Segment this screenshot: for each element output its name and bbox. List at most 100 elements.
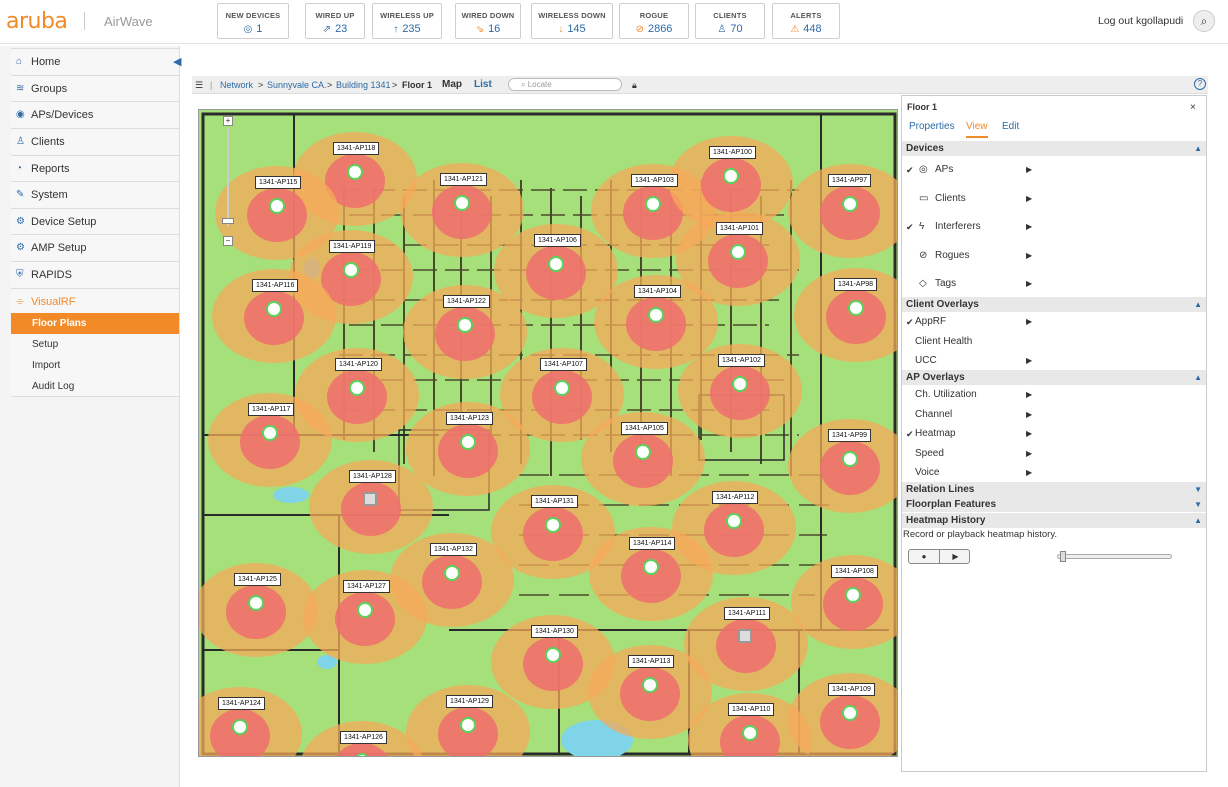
sidebar-item-device-setup[interactable]: ⚙ Device Setup: [11, 208, 179, 234]
access-point-icon[interactable]: [845, 587, 861, 603]
ap-label[interactable]: 1341-AP123: [446, 412, 493, 425]
zoom-out-button[interactable]: −: [223, 236, 233, 246]
devices-row-tags[interactable]: ◇ Tags ▶: [902, 273, 1206, 295]
tab-edit[interactable]: Edit: [1002, 121, 1020, 132]
stat-rogue[interactable]: ROGUE ⊘ 2866: [619, 3, 689, 39]
ap-label[interactable]: 1341-AP128: [349, 470, 396, 483]
ap-label[interactable]: 1341-AP105: [621, 422, 668, 435]
access-point-icon[interactable]: [548, 256, 564, 272]
sidebar-subitem-floor-plans[interactable]: Floor Plans: [11, 313, 179, 334]
access-point-icon[interactable]: [343, 262, 359, 278]
stat-alerts[interactable]: ALERTS ⚠ 448: [772, 3, 840, 39]
access-point-icon[interactable]: [444, 565, 460, 581]
sidebar-subitem-import[interactable]: Import: [11, 355, 179, 376]
ap-label[interactable]: 1341-AP111: [724, 607, 770, 620]
sidebar-item-groups[interactable]: ≋ Groups: [11, 75, 179, 101]
access-point-icon[interactable]: [266, 301, 282, 317]
access-point-icon[interactable]: [730, 244, 746, 260]
access-point-icon[interactable]: [457, 317, 473, 333]
access-point-icon[interactable]: [357, 602, 373, 618]
chevron-up-icon[interactable]: ▲: [1194, 300, 1202, 309]
ap-overlay-row[interactable]: Voice ▶: [902, 462, 1206, 484]
access-point-icon[interactable]: [554, 380, 570, 396]
ap-label[interactable]: 1341-AP109: [828, 683, 875, 696]
access-point-icon[interactable]: [545, 647, 561, 663]
ap-label[interactable]: 1341-AP132: [430, 543, 477, 556]
ap-label[interactable]: 1341-AP116: [252, 279, 299, 292]
stat-clients[interactable]: CLIENTS ♙ 70: [695, 3, 765, 39]
sidebar-item-amp-setup[interactable]: ⚙ AMP Setup: [11, 234, 179, 260]
ap-overlay-row[interactable]: Channel ▶: [902, 404, 1206, 426]
submenu-arrow-icon[interactable]: ▶: [1026, 279, 1033, 288]
sidebar-item-clients[interactable]: ♙ Clients: [11, 128, 179, 154]
aruba-logo[interactable]: aruba: [6, 9, 68, 34]
ap-overlay-row[interactable]: Ch. Utilization ▶: [902, 384, 1206, 406]
access-point-icon[interactable]: [848, 300, 864, 316]
history-slider[interactable]: [1057, 551, 1172, 562]
ap-label[interactable]: 1341-AP125: [234, 573, 281, 586]
ap-label[interactable]: 1341-AP126: [340, 731, 387, 744]
access-point-icon[interactable]: [363, 492, 377, 506]
access-point-icon[interactable]: [635, 444, 651, 460]
tab-properties[interactable]: Properties: [909, 121, 955, 132]
play-button[interactable]: ▶: [952, 552, 959, 561]
chevron-up-icon[interactable]: ▲: [1194, 144, 1202, 153]
submenu-arrow-icon[interactable]: ▶: [1026, 222, 1033, 231]
stat-wireless-down[interactable]: WIRELESS DOWN ↓ 145: [531, 3, 613, 39]
stat-wireless-up[interactable]: WIRELESS UP ↑ 235: [372, 3, 442, 39]
collapse-icon[interactable]: ◀: [173, 56, 182, 68]
ap-label[interactable]: 1341-AP97: [828, 174, 872, 187]
access-point-icon[interactable]: [347, 164, 363, 180]
ap-label[interactable]: 1341-AP120: [335, 358, 382, 371]
breadcrumb-site[interactable]: Sunnyvale CA.: [267, 80, 327, 90]
access-point-icon[interactable]: [732, 376, 748, 392]
access-point-icon[interactable]: [545, 517, 561, 533]
client-overlays-header[interactable]: Client Overlays ▲: [902, 297, 1206, 312]
ap-label[interactable]: 1341-AP104: [634, 285, 681, 298]
submenu-arrow-icon[interactable]: ▶: [1026, 468, 1033, 477]
list-tab[interactable]: List: [474, 79, 492, 90]
access-point-icon[interactable]: [454, 195, 470, 211]
layers-icon[interactable]: ☰: [195, 80, 204, 90]
ap-label[interactable]: 1341-AP98: [834, 278, 878, 291]
ap-label[interactable]: 1341-AP119: [329, 240, 376, 253]
chevron-down-icon[interactable]: ▼: [1194, 500, 1202, 509]
access-point-icon[interactable]: [842, 196, 858, 212]
heatmap-history-header[interactable]: Heatmap History ▲: [902, 513, 1206, 528]
ap-label[interactable]: 1341-AP106: [534, 234, 581, 247]
submenu-arrow-icon[interactable]: ▶: [1026, 429, 1033, 438]
access-point-icon[interactable]: [262, 425, 278, 441]
access-point-icon[interactable]: [648, 307, 664, 323]
sidebar-item-rapids[interactable]: ⛨ RAPIDS: [11, 261, 179, 287]
ap-label[interactable]: 1341-AP121: [440, 173, 487, 186]
record-button[interactable]: ●: [909, 550, 940, 563]
floorplan-features-header[interactable]: Floorplan Features ▼: [902, 497, 1206, 512]
ap-overlay-row[interactable]: ✔ Heatmap ▶: [902, 423, 1206, 445]
sidebar-item-home[interactable]: ⌂ Home ◀: [11, 48, 182, 74]
client-overlay-row[interactable]: ✔ AppRF ▶: [902, 311, 1206, 333]
sidebar-subitem-setup[interactable]: Setup: [11, 334, 179, 355]
submenu-arrow-icon[interactable]: ▶: [1026, 409, 1033, 419]
access-point-icon[interactable]: [645, 196, 661, 212]
devices-header[interactable]: Devices ▲: [902, 141, 1206, 156]
zoom-in-button[interactable]: +: [223, 116, 233, 126]
ap-label[interactable]: 1341-AP117: [248, 403, 295, 416]
access-point-icon[interactable]: [723, 168, 739, 184]
ap-label[interactable]: 1341-AP102: [718, 354, 765, 367]
sidebar-item-visualrf[interactable]: ⌯ VisualRF: [11, 288, 179, 314]
submenu-arrow-icon[interactable]: ▶: [1026, 390, 1033, 399]
ap-label[interactable]: 1341-AP101: [716, 222, 763, 235]
submenu-arrow-icon[interactable]: ▶: [1026, 250, 1033, 260]
submenu-arrow-icon[interactable]: ▶: [1026, 317, 1033, 326]
submenu-arrow-icon[interactable]: ▶: [1026, 448, 1033, 458]
sidebar-subitem-audit-log[interactable]: Audit Log: [11, 376, 179, 397]
lock-icon[interactable]: 🔒︎: [632, 80, 637, 90]
breadcrumb-building[interactable]: Building 1341: [336, 80, 391, 90]
ap-label[interactable]: 1341-AP131: [531, 495, 578, 508]
devices-row-clients[interactable]: ▭ Clients ▶: [902, 188, 1206, 210]
sidebar-item-reports[interactable]: ◔ Reports: [11, 155, 179, 181]
ap-label[interactable]: 1341-AP99: [828, 429, 872, 442]
zoom-slider-handle[interactable]: [222, 218, 234, 224]
ap-label[interactable]: 1341-AP118: [333, 142, 380, 155]
submenu-arrow-icon[interactable]: ▶: [1026, 193, 1033, 203]
